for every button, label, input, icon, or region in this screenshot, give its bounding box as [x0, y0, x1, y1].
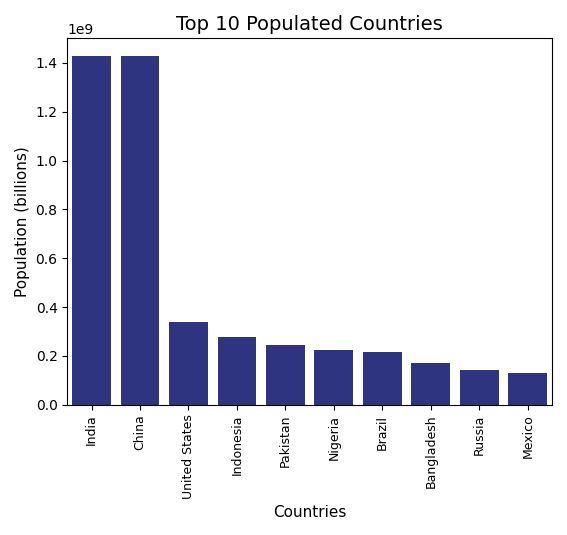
X-axis label: Countries: Countries	[273, 505, 346, 520]
Bar	[169, 322, 208, 405]
Bar	[509, 373, 547, 405]
Bar	[412, 363, 450, 405]
Bar	[460, 370, 499, 405]
Bar	[266, 345, 305, 405]
Bar	[315, 350, 353, 405]
Bar	[363, 352, 402, 405]
Bar	[121, 57, 159, 405]
Title: Top 10 Populated Countries: Top 10 Populated Countries	[176, 15, 443, 34]
Bar	[72, 56, 111, 405]
Bar	[218, 337, 256, 405]
Y-axis label: Population (billions): Population (billions)	[15, 146, 30, 297]
